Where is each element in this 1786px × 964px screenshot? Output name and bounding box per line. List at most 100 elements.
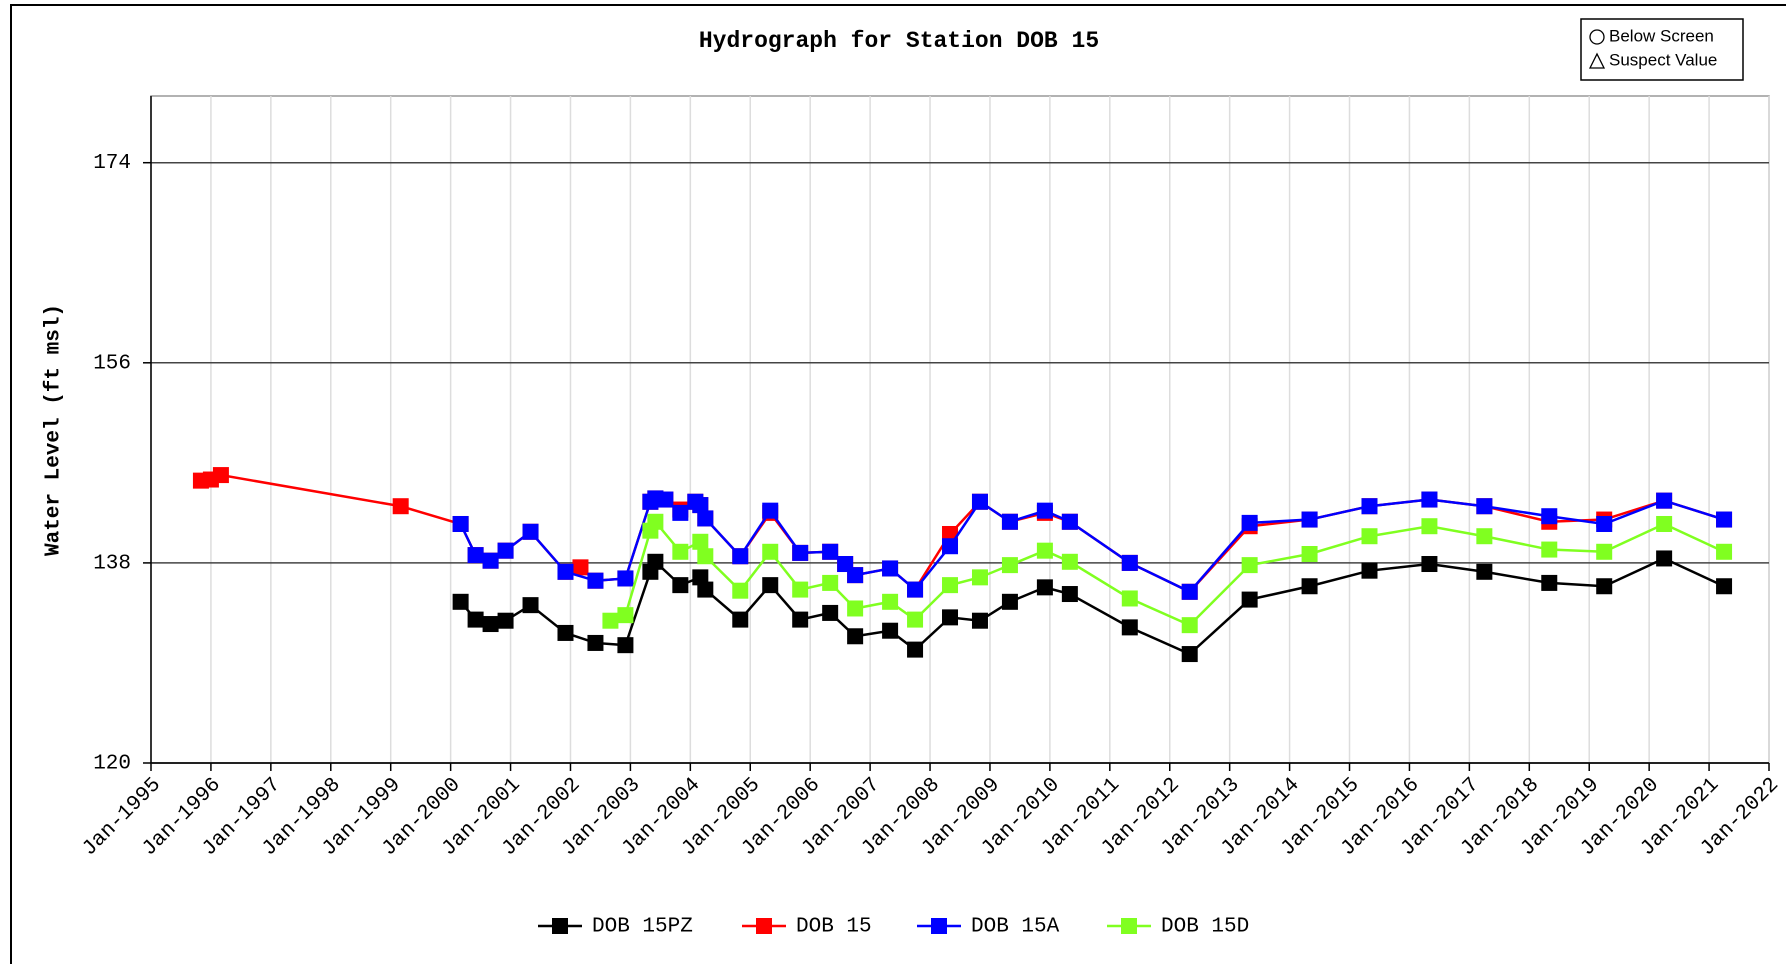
marker	[971, 612, 988, 629]
marker	[971, 569, 988, 586]
marker	[697, 548, 714, 565]
marker	[602, 612, 619, 629]
marker	[1421, 518, 1438, 535]
y-axis-label: Water Level (ft msl)	[43, 304, 66, 556]
marker	[557, 563, 574, 580]
marker	[1181, 583, 1198, 600]
marker	[467, 547, 484, 564]
marker	[792, 581, 809, 598]
marker	[1656, 550, 1673, 567]
marker	[907, 581, 924, 598]
symbol-key: Below Screen Suspect Value	[1580, 18, 1744, 81]
marker	[907, 641, 924, 658]
marker	[647, 553, 664, 570]
marker	[657, 491, 674, 508]
marker	[1476, 563, 1493, 580]
marker	[1036, 579, 1053, 596]
marker	[1301, 546, 1318, 563]
marker	[847, 628, 864, 645]
marker	[212, 467, 229, 484]
marker	[497, 612, 514, 629]
marker	[617, 607, 634, 624]
marker	[822, 604, 839, 621]
marker	[1596, 543, 1613, 560]
marker	[497, 542, 514, 559]
chart-title: Hydrograph for Station DOB 15	[699, 28, 1099, 54]
marker	[762, 502, 779, 519]
marker	[482, 552, 499, 569]
marker	[732, 582, 749, 599]
marker	[1541, 508, 1558, 525]
symbol-key-label: Below Screen	[1609, 26, 1714, 45]
marker	[822, 543, 839, 560]
marker	[1121, 590, 1138, 607]
marker	[1061, 553, 1078, 570]
marker	[1541, 541, 1558, 558]
y-tick-label: 156	[93, 352, 131, 375]
legend-marker	[756, 918, 772, 934]
marker	[732, 611, 749, 628]
marker	[1181, 646, 1198, 663]
marker	[1421, 556, 1438, 573]
marker	[692, 569, 709, 586]
marker	[847, 567, 864, 584]
marker	[1001, 593, 1018, 610]
marker	[692, 533, 709, 550]
marker	[1716, 511, 1733, 528]
marker	[452, 593, 469, 610]
marker	[1596, 578, 1613, 595]
marker	[1361, 562, 1378, 579]
marker	[942, 609, 959, 626]
marker	[617, 637, 634, 654]
marker	[672, 577, 689, 594]
marker	[732, 548, 749, 565]
marker	[1656, 515, 1673, 532]
marker	[1241, 591, 1258, 608]
marker	[792, 611, 809, 628]
marker	[942, 525, 959, 542]
marker	[1716, 543, 1733, 560]
marker	[907, 611, 924, 628]
marker	[942, 577, 959, 594]
plot-area	[150, 95, 1770, 764]
legend-label: DOB 15PZ	[592, 916, 693, 939]
marker	[1596, 515, 1613, 532]
marker	[822, 574, 839, 591]
legend-marker	[552, 918, 568, 934]
marker	[882, 560, 899, 577]
marker	[882, 622, 899, 639]
marker	[557, 624, 574, 641]
y-tick-label: 120	[93, 753, 131, 776]
marker	[971, 493, 988, 510]
marker	[697, 581, 714, 598]
series	[452, 490, 1733, 600]
marker	[1656, 492, 1673, 509]
marker	[792, 544, 809, 561]
marker	[1061, 586, 1078, 603]
marker	[692, 497, 709, 514]
marker	[587, 634, 604, 651]
series	[602, 513, 1733, 634]
legend-label: DOB 15	[796, 916, 872, 939]
symbol-key-label: Suspect Value	[1609, 50, 1717, 69]
marker	[1421, 491, 1438, 508]
marker	[482, 616, 499, 633]
marker	[697, 510, 714, 527]
marker	[1716, 578, 1733, 595]
symbol-key-box	[1580, 18, 1744, 81]
marker	[572, 559, 589, 576]
marker	[882, 593, 899, 610]
marker	[467, 611, 484, 628]
marker	[1121, 554, 1138, 571]
y-tick-label: 138	[93, 552, 131, 575]
marker	[1241, 514, 1258, 531]
marker	[647, 513, 664, 530]
marker	[1476, 528, 1493, 545]
series	[452, 550, 1733, 663]
marker	[672, 504, 689, 521]
marker	[1301, 511, 1318, 528]
legend-label: DOB 15D	[1161, 916, 1249, 939]
marker	[1181, 617, 1198, 634]
legend-marker	[1121, 918, 1137, 934]
